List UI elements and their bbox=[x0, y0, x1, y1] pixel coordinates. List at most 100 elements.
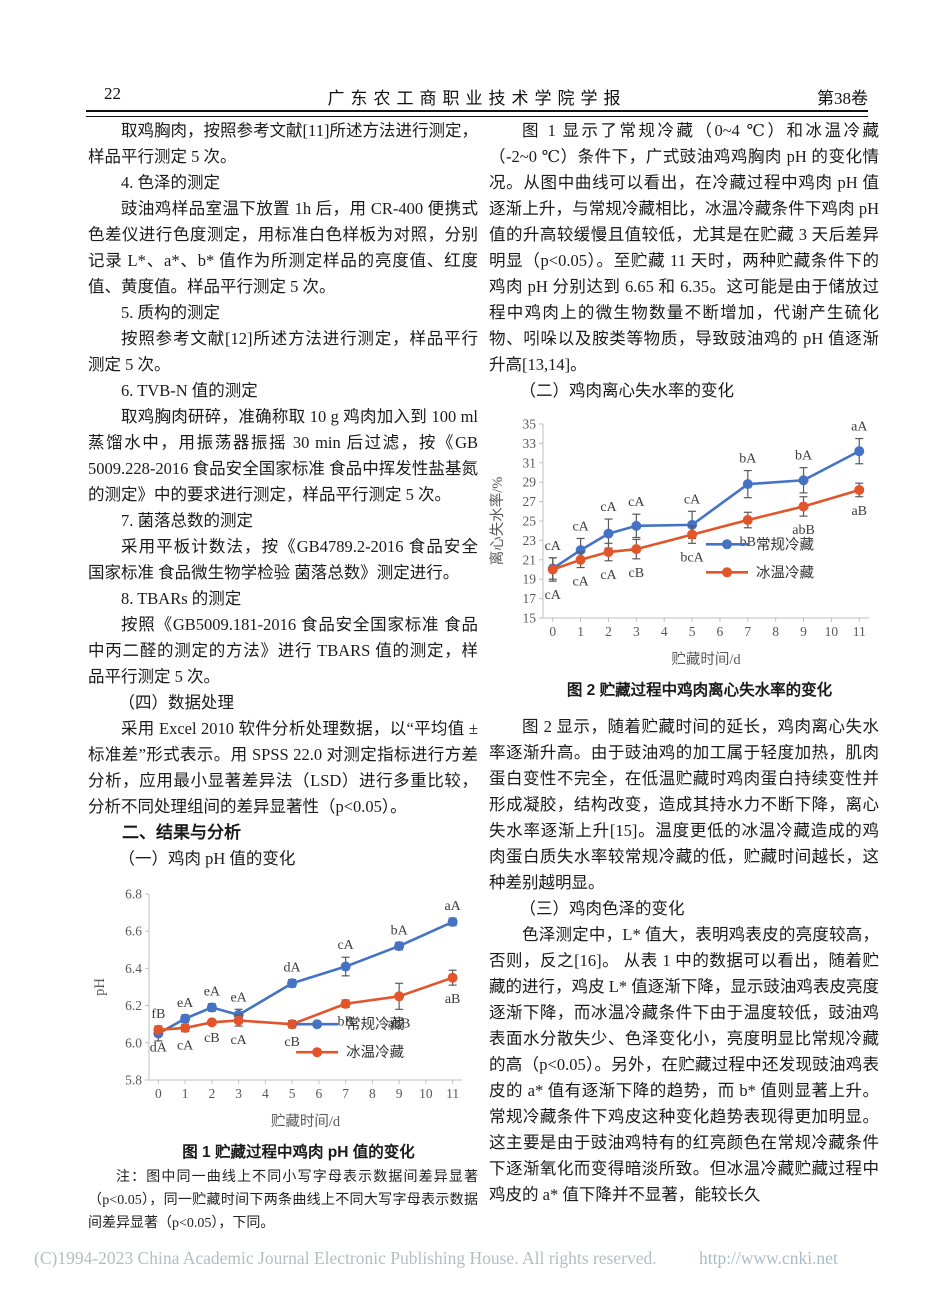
right-column: 图 1 显示了常规冷藏（0~4 ℃）和冰温冷藏（-2~0 ℃）条件下，广式豉油鸡… bbox=[489, 118, 879, 1208]
svg-text:冰温冷藏: 冰温冷藏 bbox=[346, 1044, 404, 1061]
copyright-text: (C)1994-2023 China Academic Journal Elec… bbox=[34, 1248, 657, 1268]
svg-text:cB: cB bbox=[204, 1031, 220, 1046]
svg-text:离心失水率/%: 离心失水率/% bbox=[489, 477, 506, 566]
volume-label: 第38卷 bbox=[817, 89, 868, 108]
svg-text:aB: aB bbox=[444, 992, 460, 1007]
svg-text:常规冷藏: 常规冷藏 bbox=[756, 536, 814, 553]
body-paragraph: 色泽测定中，L* 值大，表明鸡表皮的亮度较高，否则，反之[16]。 从表 1 中… bbox=[489, 925, 879, 1204]
svg-text:bA: bA bbox=[739, 452, 757, 467]
page-number: 22 bbox=[104, 84, 121, 103]
svg-text:abB: abB bbox=[387, 1016, 410, 1031]
svg-text:bcA: bcA bbox=[680, 550, 704, 565]
svg-text:bA: bA bbox=[390, 923, 408, 938]
svg-text:abB: abB bbox=[792, 523, 815, 538]
subsection-heading-ph: （一）鸡肉 pH 值的变化 bbox=[118, 849, 296, 868]
svg-text:3: 3 bbox=[633, 624, 640, 639]
svg-text:0: 0 bbox=[154, 1086, 161, 1101]
svg-text:aB: aB bbox=[851, 504, 867, 519]
page-header: 22 广东农工商职业技术学院学报 第38卷 bbox=[86, 84, 868, 108]
ph-line-chart: 5.8 6.0 6.2 6.4 6.6 6.8 0 1 2 3 4 5 6 7 8 9 10 11 贮藏时间/d pH… bbox=[92, 887, 462, 1130]
svg-text:35: 35 bbox=[523, 417, 537, 432]
svg-text:8: 8 bbox=[369, 1086, 376, 1101]
svg-text:常规冷藏: 常规冷藏 bbox=[346, 1016, 404, 1033]
svg-text:贮藏时间/d: 贮藏时间/d bbox=[270, 1113, 340, 1130]
svg-text:dA: dA bbox=[283, 961, 301, 976]
svg-text:6.2: 6.2 bbox=[125, 998, 142, 1013]
svg-text:aA: aA bbox=[444, 899, 461, 914]
svg-text:5: 5 bbox=[288, 1086, 295, 1101]
svg-text:4: 4 bbox=[261, 1086, 268, 1101]
svg-text:5.8: 5.8 bbox=[125, 1073, 142, 1088]
svg-text:cA: cA bbox=[337, 938, 354, 953]
figure-1: 5.8 6.0 6.2 6.4 6.6 6.8 0 1 2 3 4 5 6 7 8 9 10 11 贮藏时间/d pH… bbox=[88, 880, 478, 1140]
svg-text:cA: cA bbox=[628, 495, 645, 510]
subsection-heading-color: （三）鸡肉色泽的变化 bbox=[519, 899, 685, 918]
svg-text:aA: aA bbox=[851, 420, 868, 435]
body-paragraph: 取鸡胸肉研碎，准确称取 10 g 鸡肉加入到 100 ml 蒸馏水中，用振荡器振… bbox=[88, 407, 478, 504]
subsection-heading-waterloss: （二）鸡肉离心失水率的变化 bbox=[519, 381, 735, 400]
svg-text:9: 9 bbox=[395, 1086, 402, 1101]
svg-text:9: 9 bbox=[800, 624, 807, 639]
method-heading: 6. TVB-N 值的测定 bbox=[121, 381, 258, 400]
svg-text:cA: cA bbox=[176, 1039, 193, 1054]
cnki-url: http://www.cnki.net bbox=[698, 1248, 838, 1268]
svg-text:pH: pH bbox=[92, 978, 108, 996]
svg-text:冰温冷藏: 冰温冷藏 bbox=[756, 564, 814, 581]
body-paragraph: 按照参考文献[12]所述方法进行测定，样品平行测定 5 次。 bbox=[88, 329, 478, 374]
svg-text:10: 10 bbox=[419, 1086, 433, 1101]
svg-text:bB: bB bbox=[337, 1014, 353, 1029]
body-paragraph: 取鸡胸肉，按照参考文献[11]所述方法进行测定，样品平行测定 5 次。 bbox=[88, 121, 478, 166]
svg-text:6.0: 6.0 bbox=[125, 1035, 142, 1050]
body-paragraph: 图 1 显示了常规冷藏（0~4 ℃）和冰温冷藏（-2~0 ℃）条件下，广式豉油鸡… bbox=[489, 121, 879, 374]
figure-2-caption: 图 2 贮藏过程中鸡肉离心失水率的变化 bbox=[566, 682, 833, 699]
body-paragraph: 采用平板计数法，按《GB4789.2-2016 食品安全国家标准 食品微生物学检… bbox=[88, 537, 478, 582]
svg-text:bA: bA bbox=[795, 449, 813, 464]
svg-text:25: 25 bbox=[523, 514, 537, 529]
svg-text:3: 3 bbox=[235, 1086, 242, 1101]
svg-text:fB: fB bbox=[151, 1007, 165, 1022]
svg-text:cA: cA bbox=[545, 539, 562, 554]
svg-text:eA: eA bbox=[176, 996, 193, 1011]
figure-2: 15 17 19 21 23 25 27 29 31 33 35 0 1 2 3 4 5 6 7 8 9 10 11 贮藏时间… bbox=[489, 412, 879, 678]
svg-text:cA: cA bbox=[230, 1033, 247, 1048]
svg-text:6: 6 bbox=[717, 624, 724, 639]
svg-text:10: 10 bbox=[825, 624, 839, 639]
svg-text:cA: cA bbox=[545, 588, 562, 603]
svg-text:2: 2 bbox=[605, 624, 612, 639]
svg-text:6.8: 6.8 bbox=[125, 887, 142, 902]
svg-text:cA: cA bbox=[572, 575, 589, 590]
body-paragraph: 图 2 显示，随着贮藏时间的延长，鸡肉离心失水率逐渐升高。由于豉油鸡的加工属于轻… bbox=[489, 717, 879, 892]
svg-text:29: 29 bbox=[523, 475, 537, 490]
svg-text:cA: cA bbox=[684, 492, 701, 507]
svg-text:1: 1 bbox=[181, 1086, 188, 1101]
svg-text:11: 11 bbox=[853, 624, 866, 639]
svg-text:cA: cA bbox=[600, 500, 617, 515]
svg-text:31: 31 bbox=[523, 455, 537, 470]
svg-text:1: 1 bbox=[577, 624, 584, 639]
svg-text:贮藏时间/d: 贮藏时间/d bbox=[671, 651, 741, 668]
body-paragraph: 豉油鸡样品室温下放置 1h 后，用 CR-400 便携式色差仪进行色度测定，用标… bbox=[88, 199, 478, 296]
body-paragraph: 采用 Excel 2010 软件分析处理数据，以“平均值 ± 标准差”形式表示。… bbox=[88, 719, 478, 816]
svg-text:19: 19 bbox=[523, 572, 537, 587]
svg-text:6.4: 6.4 bbox=[125, 961, 142, 976]
body-paragraph: 按照《GB5009.181-2016 食品安全国家标准 食品中丙二醛的测定的方法… bbox=[88, 615, 478, 686]
svg-text:15: 15 bbox=[523, 611, 537, 626]
figure-1-caption: 图 1 贮藏过程中鸡肉 pH 值的变化 bbox=[182, 1144, 415, 1161]
svg-text:7: 7 bbox=[744, 624, 751, 639]
page-footer: (C)1994-2023 China Academic Journal Elec… bbox=[34, 1248, 930, 1269]
subsection-heading: （四）数据处理 bbox=[118, 693, 235, 712]
svg-text:2: 2 bbox=[208, 1086, 215, 1101]
svg-text:dA: dA bbox=[149, 1041, 167, 1056]
method-heading: 4. 色泽的测定 bbox=[121, 173, 220, 192]
svg-text:cB: cB bbox=[284, 1035, 300, 1050]
method-heading: 7. 菌落总数的测定 bbox=[121, 511, 253, 530]
svg-text:23: 23 bbox=[523, 533, 537, 548]
svg-text:17: 17 bbox=[523, 591, 537, 606]
svg-text:33: 33 bbox=[523, 436, 537, 451]
svg-text:cA: cA bbox=[572, 519, 589, 534]
header-rule bbox=[86, 110, 868, 117]
svg-text:bB: bB bbox=[740, 535, 756, 550]
svg-text:eA: eA bbox=[203, 985, 220, 1000]
